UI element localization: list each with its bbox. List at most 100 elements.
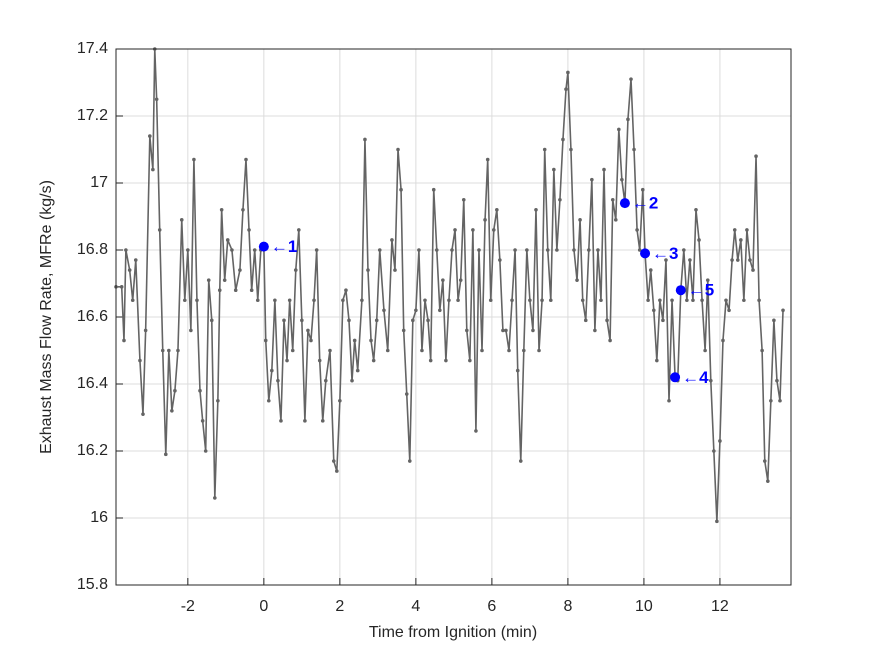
data-point bbox=[709, 378, 713, 383]
x-axis-label: Time from Ignition (min) bbox=[369, 624, 537, 641]
data-point bbox=[252, 248, 257, 252]
data-point bbox=[160, 348, 165, 353]
plot-area: ←1 ←2 ←3 ←4 ←5 bbox=[114, 47, 785, 524]
data-point bbox=[754, 154, 758, 158]
data-point bbox=[431, 187, 436, 192]
data-point bbox=[350, 378, 354, 383]
data-point bbox=[189, 328, 193, 333]
data-point bbox=[507, 348, 511, 353]
point-label: ←2 bbox=[632, 194, 658, 213]
data-point bbox=[596, 248, 600, 252]
data-point bbox=[393, 268, 397, 272]
data-point bbox=[266, 398, 271, 403]
data-point bbox=[249, 288, 254, 293]
data-point bbox=[617, 127, 621, 132]
data-point bbox=[608, 338, 612, 343]
y-tick-label: 15.8 bbox=[77, 576, 108, 593]
data-point bbox=[441, 278, 445, 282]
data-point bbox=[626, 117, 630, 122]
data-point bbox=[163, 452, 168, 457]
data-point bbox=[209, 318, 214, 323]
data-point bbox=[148, 134, 152, 138]
data-point bbox=[739, 238, 743, 242]
data-point bbox=[355, 368, 360, 373]
data-point bbox=[222, 278, 227, 282]
data-point bbox=[766, 479, 770, 483]
x-tick-label: 8 bbox=[563, 598, 572, 615]
data-point bbox=[247, 228, 251, 232]
data-point bbox=[730, 258, 734, 262]
data-point bbox=[471, 228, 475, 232]
data-point bbox=[230, 248, 234, 252]
data-point bbox=[143, 328, 148, 333]
data-point bbox=[179, 218, 184, 222]
data-point bbox=[122, 338, 126, 343]
data-point bbox=[282, 318, 286, 323]
data-point bbox=[635, 228, 639, 232]
data-point bbox=[170, 409, 174, 413]
data-point bbox=[498, 258, 502, 262]
data-point bbox=[127, 268, 132, 272]
data-point bbox=[646, 298, 650, 303]
y-tick-label: 17.2 bbox=[77, 107, 108, 124]
data-point bbox=[483, 218, 487, 222]
data-point bbox=[263, 338, 268, 343]
data-point bbox=[540, 298, 544, 303]
data-point bbox=[216, 398, 220, 403]
data-point bbox=[390, 238, 394, 242]
data-point bbox=[314, 248, 319, 252]
data-point bbox=[504, 328, 508, 333]
data-point bbox=[613, 218, 618, 222]
data-point bbox=[309, 338, 313, 343]
data-point bbox=[667, 398, 671, 403]
point-label: ←5 bbox=[688, 281, 714, 300]
y-tick-label: 17.4 bbox=[77, 40, 108, 57]
data-point bbox=[542, 147, 547, 152]
data-point bbox=[721, 338, 725, 343]
data-point bbox=[703, 348, 707, 353]
data-point bbox=[200, 419, 205, 423]
data-point bbox=[219, 208, 224, 212]
data-point bbox=[255, 298, 260, 303]
data-point bbox=[414, 308, 418, 313]
data-point bbox=[300, 318, 304, 323]
data-point bbox=[198, 388, 202, 393]
x-tick-label: 10 bbox=[635, 598, 653, 615]
data-point bbox=[293, 268, 298, 272]
data-point bbox=[382, 308, 386, 313]
y-tick-label: 16.2 bbox=[77, 442, 108, 459]
data-point bbox=[522, 348, 526, 353]
data-point bbox=[566, 70, 570, 75]
data-point bbox=[762, 459, 767, 463]
data-point bbox=[534, 208, 538, 212]
highlight-point bbox=[640, 248, 651, 259]
data-point bbox=[203, 449, 208, 453]
y-tick-label: 16.4 bbox=[77, 375, 108, 392]
data-point bbox=[138, 358, 142, 363]
data-point bbox=[602, 167, 606, 172]
data-point bbox=[778, 398, 782, 403]
data-point bbox=[347, 318, 351, 323]
highlight-point bbox=[675, 285, 686, 296]
data-point bbox=[688, 258, 692, 262]
data-point bbox=[637, 248, 642, 252]
data-point bbox=[491, 228, 496, 232]
data-point bbox=[206, 278, 211, 282]
data-point bbox=[501, 328, 505, 333]
data-point bbox=[428, 358, 433, 363]
data-point bbox=[238, 268, 242, 272]
data-point bbox=[241, 208, 245, 212]
data-point bbox=[465, 328, 469, 333]
data-point bbox=[724, 298, 728, 303]
data-point bbox=[374, 318, 379, 323]
data-point bbox=[468, 358, 472, 363]
x-tick-label: 2 bbox=[335, 598, 344, 615]
data-point bbox=[323, 378, 328, 383]
data-point bbox=[513, 248, 517, 252]
data-point bbox=[461, 197, 466, 202]
data-point bbox=[438, 308, 442, 313]
data-point bbox=[225, 238, 230, 242]
data-point bbox=[195, 298, 199, 303]
data-point bbox=[244, 157, 248, 162]
data-point bbox=[564, 87, 568, 91]
